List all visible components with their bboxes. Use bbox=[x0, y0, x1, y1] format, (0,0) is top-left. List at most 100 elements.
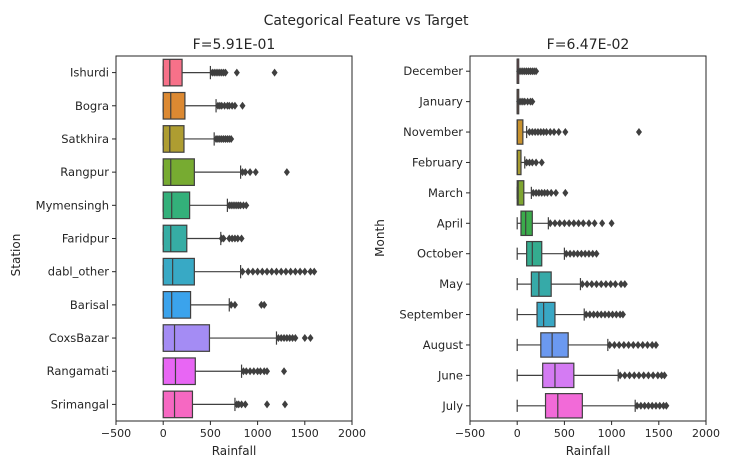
station-dabl-other-outlier-point bbox=[287, 267, 294, 276]
station-rangpur-outlier-point bbox=[247, 168, 254, 177]
month-august-box bbox=[540, 332, 569, 358]
month-september-outlier-point bbox=[613, 310, 620, 319]
month-x-tick-label: 1000 bbox=[598, 427, 626, 440]
month-february-box-group bbox=[516, 149, 545, 176]
station-rangamati-outlier-point bbox=[257, 367, 264, 376]
month-may-outlier-point bbox=[588, 280, 595, 289]
station-srimangal-outlier-point bbox=[238, 400, 245, 409]
station-dabl-other-outlier-point bbox=[249, 267, 256, 276]
station-rangamati-outlier-point bbox=[243, 367, 250, 376]
station-faridpur-outlier-point bbox=[220, 234, 227, 243]
month-october-outlier-point bbox=[567, 249, 574, 258]
station-axes-frame bbox=[115, 55, 353, 422]
station-dabl-other-outlier-point bbox=[307, 267, 314, 276]
month-x-tick-label: 1500 bbox=[645, 427, 673, 440]
station-bogra-outlier-point bbox=[231, 101, 238, 110]
month-february-outlier-point bbox=[538, 158, 545, 167]
month-x-tick-label: −500 bbox=[455, 427, 485, 440]
month-july-category-label: July bbox=[441, 399, 463, 413]
month-july-outlier-point bbox=[656, 401, 663, 410]
station-faridpur-category-label: Faridpur bbox=[62, 232, 109, 246]
month-plot-area bbox=[516, 58, 670, 419]
station-plot-area bbox=[162, 58, 318, 419]
month-september-box bbox=[536, 301, 556, 328]
month-april-outlier-point bbox=[608, 219, 615, 228]
month-november-box-group bbox=[516, 119, 642, 145]
station-rangpur-outlier-point bbox=[242, 168, 249, 177]
station-dabl-other-box bbox=[162, 257, 195, 286]
month-october-category-label: October bbox=[417, 247, 463, 261]
month-september-box-group bbox=[516, 301, 626, 328]
month-march-category-label: March bbox=[428, 186, 463, 200]
station-y-ticks: Ishurdi Bogra Satkhira Rangpur Mymensingh Far… bbox=[36, 66, 116, 411]
month-july-outlier-point bbox=[641, 401, 648, 410]
month-november-category-label: November bbox=[403, 125, 463, 139]
station-srimangal-outlier-point bbox=[264, 400, 271, 409]
month-september-outlier-point bbox=[586, 310, 593, 319]
month-october-outlier-point bbox=[585, 249, 592, 258]
station-rangamati-outlier-point bbox=[247, 367, 254, 376]
station-srimangal-box bbox=[162, 390, 194, 419]
station-dabl-other-outlier-point bbox=[292, 267, 299, 276]
month-october-outlier-point bbox=[578, 249, 585, 258]
station-boxplot-panel: F=5.91E-01 Station Rainfall −500 0 500 1000… bbox=[9, 37, 366, 458]
station-satkhira-outlier-point bbox=[228, 134, 235, 143]
station-satkhira-box bbox=[162, 125, 185, 153]
station-x-ticks: −500 0 500 1000 1500 2000 bbox=[101, 421, 366, 440]
month-chart-title: F=6.47E-02 bbox=[547, 37, 630, 53]
station-ishurdi-category-label: Ishurdi bbox=[70, 66, 109, 80]
station-rangamati-outlier-point bbox=[250, 367, 257, 376]
month-january-category-label: January bbox=[418, 95, 463, 109]
month-august-box-group bbox=[516, 332, 659, 358]
month-october-outlier-point bbox=[589, 249, 596, 258]
station-mymensingh-outlier-point bbox=[243, 201, 250, 210]
month-june-outlier-point bbox=[650, 371, 657, 380]
station-dabl-other-outlier-point bbox=[264, 267, 271, 276]
figure-suptitle: Categorical Feature vs Target bbox=[264, 13, 469, 29]
month-april-outlier-point bbox=[556, 219, 563, 228]
month-june-box-group bbox=[516, 362, 668, 389]
month-june-outlier-point bbox=[617, 371, 624, 380]
month-april-outlier-point bbox=[585, 219, 592, 228]
month-april-outlier-point bbox=[575, 219, 582, 228]
month-july-outlier-point bbox=[649, 401, 656, 410]
month-april-outlier-point bbox=[570, 219, 577, 228]
month-y-ticks: December January November February March Apri… bbox=[399, 64, 470, 413]
station-barisal-box-group bbox=[162, 290, 268, 319]
month-may-outlier-point bbox=[598, 280, 605, 289]
month-october-box-group bbox=[516, 240, 600, 267]
month-october-outlier-point bbox=[582, 249, 589, 258]
month-july-outlier-point bbox=[637, 401, 644, 410]
month-june-outlier-point bbox=[640, 371, 647, 380]
month-x-tick-label: 0 bbox=[514, 427, 521, 440]
month-x-axis-label: Rainfall bbox=[566, 444, 611, 458]
month-may-outlier-point bbox=[584, 280, 591, 289]
station-dabl-other-outlier-point bbox=[239, 267, 246, 276]
station-srimangal-outlier-point bbox=[281, 400, 288, 409]
month-november-outlier-point bbox=[555, 128, 562, 137]
month-april-outlier-point bbox=[591, 219, 598, 228]
month-september-outlier-point bbox=[594, 310, 601, 319]
month-x-tick-label: 2000 bbox=[692, 427, 720, 440]
month-june-outlier-point bbox=[654, 371, 661, 380]
station-dabl-other-outlier-point bbox=[259, 267, 266, 276]
month-september-outlier-point bbox=[605, 310, 612, 319]
month-april-category-label: April bbox=[437, 216, 463, 230]
station-rangamati-category-label: Rangamati bbox=[47, 364, 109, 378]
station-dabl-other-outlier-point bbox=[311, 267, 318, 276]
station-rangpur-category-label: Rangpur bbox=[60, 165, 109, 179]
month-november-outlier-point bbox=[635, 128, 642, 137]
station-coxsbazar-outlier-point bbox=[292, 334, 299, 343]
station-mymensingh-box-group bbox=[162, 191, 250, 220]
station-x-axis-label: Rainfall bbox=[212, 444, 257, 458]
month-y-axis-label: Month bbox=[373, 219, 387, 257]
month-may-box-group bbox=[516, 271, 628, 297]
month-april-outlier-point bbox=[547, 219, 554, 228]
station-coxsbazar-category-label: CoxsBazar bbox=[49, 331, 110, 345]
month-may-outlier-point bbox=[602, 280, 609, 289]
station-rangamati-box-group bbox=[162, 357, 288, 386]
month-october-outlier-point bbox=[570, 249, 577, 258]
month-september-outlier-point bbox=[590, 310, 597, 319]
month-october-outlier-point bbox=[593, 249, 600, 258]
